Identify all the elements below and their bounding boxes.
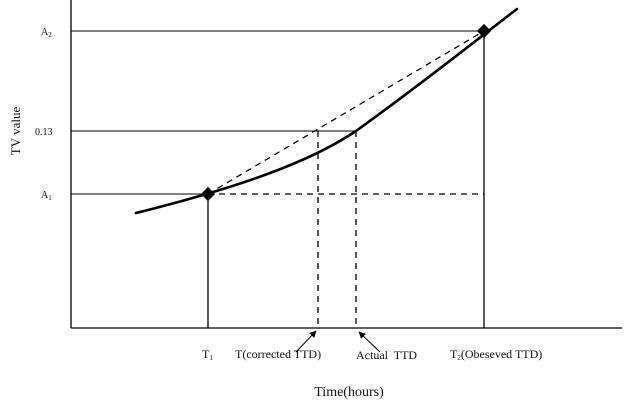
tv-curve: [134, 7, 519, 215]
linear-interpolation-line: [207, 30, 485, 195]
actual-ttd-arrow: [358, 331, 381, 353]
y-axis-label: TV value: [8, 107, 23, 156]
t1-point-marker: [200, 186, 216, 202]
x-tick-t1: T1: [202, 347, 213, 362]
x-axis-label: Time(hours): [314, 385, 384, 400]
y-tick-a1: A1: [41, 190, 52, 202]
x-tick-corrected-ttd: T(corrected TTD): [235, 347, 321, 361]
y-tick-013: 0.13: [35, 127, 53, 138]
y-tick-a2: A2: [41, 27, 52, 39]
x-tick-actual-ttd: Actual TTD: [356, 348, 417, 362]
x-tick-t2: T2(Obeseved TTD): [450, 347, 542, 362]
corrected-ttd-arrow: [295, 330, 317, 353]
t2-point-marker: [476, 23, 492, 39]
